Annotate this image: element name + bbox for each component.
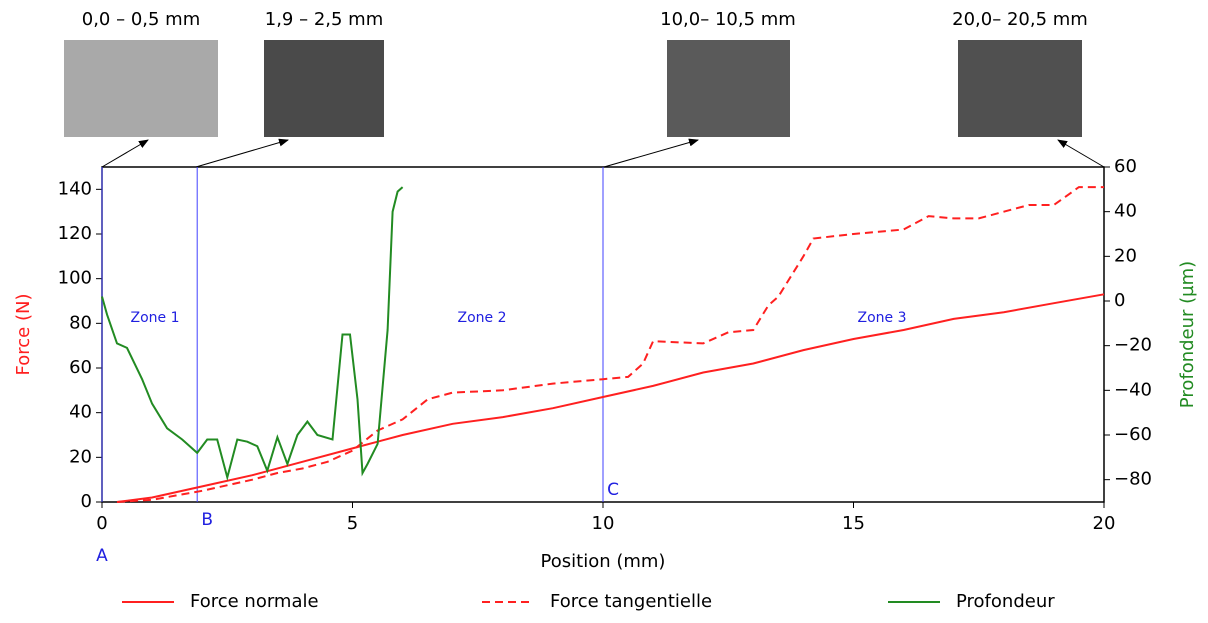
arrow [101, 139, 149, 168]
photo [667, 40, 790, 137]
y2-tick-label: 20 [1114, 245, 1137, 266]
y-tick-label: 140 [58, 178, 92, 199]
y2-tick-label: −20 [1114, 335, 1152, 356]
zone-label: Zone 1 [131, 310, 180, 326]
series-line [116, 186, 1104, 503]
y2-tick-label: 0 [1114, 290, 1125, 311]
y-tick-label: 80 [69, 312, 92, 333]
legend-label: Force tangentielle [550, 591, 712, 612]
legend-label: Force normale [190, 591, 319, 612]
series-line [116, 293, 1105, 503]
inset-caption: 0,0 – 0,5 mm [82, 9, 201, 30]
photo [264, 40, 384, 137]
arrow [603, 138, 699, 168]
photo [64, 40, 218, 137]
x-tick-label: 0 [96, 513, 107, 534]
marker-label: A [96, 546, 108, 566]
y-tick-label: 120 [58, 223, 92, 244]
photo [958, 40, 1082, 137]
marker-label: C [607, 480, 619, 500]
marker-label: B [201, 510, 213, 530]
zone-label: Zone 2 [458, 310, 507, 326]
zone-label: Zone 3 [858, 310, 907, 326]
inset-caption: 1,9 – 2,5 mm [265, 9, 384, 30]
inset-caption: 20,0– 20,5 mm [952, 9, 1088, 30]
arrow [195, 138, 289, 168]
y2-tick-label: −60 [1114, 424, 1152, 445]
x-tick-label: 5 [347, 513, 358, 534]
y-tick-label: 100 [58, 268, 92, 289]
inset-caption: 10,0– 10,5 mm [660, 9, 796, 30]
y2-axis-label: Profondeur (µm) [1177, 261, 1198, 408]
x-tick-label: 20 [1093, 513, 1116, 534]
y-tick-label: 0 [81, 491, 92, 512]
x-axis-label: Position (mm) [541, 551, 666, 572]
y2-tick-label: −40 [1114, 379, 1152, 400]
series-line [101, 186, 404, 482]
x-tick-label: 15 [842, 513, 865, 534]
x-tick-label: 10 [592, 513, 615, 534]
y2-tick-label: 40 [1114, 201, 1137, 222]
y-tick-label: 60 [69, 357, 92, 378]
arrow [1057, 139, 1105, 168]
y2-tick-label: −80 [1114, 469, 1152, 490]
y2-tick-label: 60 [1114, 156, 1137, 177]
y-tick-label: 40 [69, 402, 92, 423]
inset-photos [64, 40, 1105, 168]
y-tick-label: 20 [69, 446, 92, 467]
legend-label: Profondeur [956, 591, 1055, 612]
y-axis-label: Force (N) [13, 294, 34, 376]
